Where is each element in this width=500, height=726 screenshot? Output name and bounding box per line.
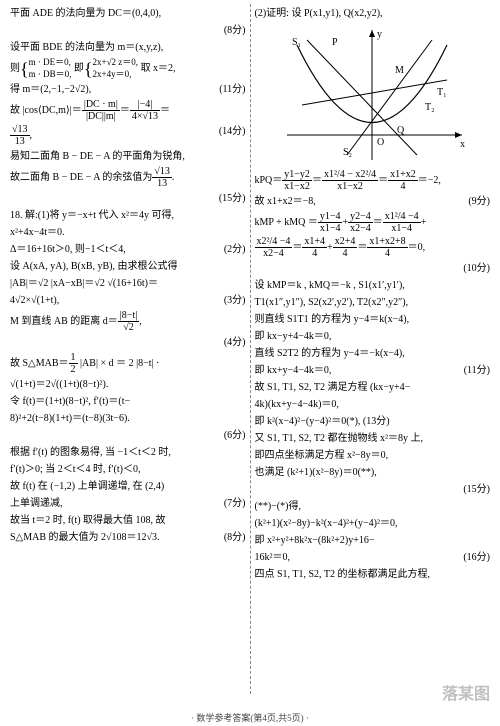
text: 即 k²(x−4)²−(y−4)²＝0(*), (13分) <box>255 414 491 429</box>
text: √(1+t)＝2√((1+t)(8−t)²). <box>10 377 246 392</box>
text: 也满足 (k²+1)(x²−8y)＝0(**), <box>255 465 491 480</box>
text: 易知二面角 B − DE − A 的平面角为锐角, <box>10 149 246 164</box>
score: (6分) <box>10 428 246 443</box>
page-footer: · 数学参考答案(第4页,共5页) · <box>0 711 500 724</box>
watermark: 落某图 <box>442 680 490 704</box>
text: 故 f(t) 在 (−1,2) 上单调递增, 在 (2,4) <box>10 479 246 494</box>
text: 平面 ADE 的法向量为 DC＝(0,4,0), <box>10 6 246 21</box>
text: 直线 S2T2 的方程为 y−4＝−k(x−4), <box>255 346 491 361</box>
text: Δ＝16+16t＞0, 则−1＜t＜4,(2分) <box>10 242 246 257</box>
text: 18. 解:(1)将 y＝−x+t 代入 x²＝4y 可得, <box>10 208 246 223</box>
label-P: P <box>332 37 338 48</box>
text: 即四点坐标满足方程 x²−8y＝0, <box>255 448 491 463</box>
text: (k²+1)(x²−8y)−k²(x−4)²+(y−4)²＝0, <box>255 516 491 531</box>
text: 故当 t＝2 时, f(t) 取得最大值 108, 故 <box>10 513 246 528</box>
text: |AB|＝√2 |xA−xB|＝√2 √(16+16t)＝ <box>10 276 246 291</box>
text: x2²/4 −4x2−4＝x1+44+x2+44＝x1+x2+84＝0, <box>255 236 491 259</box>
text: 4√2×√(1+t),(3分) <box>10 293 246 308</box>
right-column: (2)证明: 设 P(x1,y1), Q(x2,y2), O x y P S₁ … <box>251 4 495 694</box>
label-y: y <box>377 29 382 40</box>
text: 即 x²+y²+8k²x−(8k²+2)y+16− <box>255 533 491 548</box>
text: f′(t)＞0; 当 2＜t＜4 时, f′(t)＜0, <box>10 462 246 477</box>
label-T2: T₂ <box>425 102 435 113</box>
score: (15分) <box>10 191 246 206</box>
text: 设平面 BDE 的法向量为 m＝(x,y,z), <box>10 40 246 55</box>
text: 故 S△MAB＝12 |AB| × d ＝ 2 |8−t| · <box>10 352 246 375</box>
text: M 到直线 AB 的距离 d＝|8−t|√2, <box>10 310 246 333</box>
label-M: M <box>395 65 404 76</box>
label-O: O <box>377 137 384 148</box>
label-Q: Q <box>397 125 405 136</box>
text: 16k²＝0,(16分) <box>255 550 491 565</box>
label-S2: S₂ <box>343 147 352 158</box>
text: kPQ＝y1−y2x1−x2＝x1²/4 − x2²/4x1−x2＝x1+x24… <box>255 169 491 192</box>
text: 又 S1, T1, S2, T2 都在抛物线 x²＝8y 上, <box>255 431 491 446</box>
text: √1313,(14分) <box>10 124 246 147</box>
text: 故二面角 B − DE − A 的余弦值为√1313. <box>10 166 246 189</box>
score: (4分) <box>10 335 246 350</box>
text: 故 S1, T1, S2, T2 满足方程 (kx−y+4− <box>255 380 491 395</box>
text: 即 kx−y+4−4k＝0, <box>255 329 491 344</box>
text: (2)证明: 设 P(x1,y1), Q(x2,y2), <box>255 6 491 21</box>
text: 即 kx+y−4−4k＝0,(11分) <box>255 363 491 378</box>
label-S1: S₁ <box>292 37 301 48</box>
text: T1(x1″,y1″), S2(x2′,y2′), T2(x2″,y2″), <box>255 295 491 310</box>
text: 得 m＝(2,−1,−2√2),(11分) <box>10 82 246 97</box>
text: 则{m · DE＝0,m · DB＝0, 即{2x+√2 z＝0,2x+4y＝0… <box>10 57 246 80</box>
text: 四点 S1, T1, S2, T2 的坐标都满足此方程, <box>255 567 491 582</box>
text: 8)²+2(t−8)(1+t)＝(t−8)(3t−6). <box>10 411 246 426</box>
text: 令 f(t)＝(1+t)(8−t)², f′(t)＝(t− <box>10 394 246 409</box>
text: 根据 f′(t) 的图象易得, 当 −1＜t＜2 时, <box>10 445 246 460</box>
text: 设 kMP＝k , kMQ＝−k , S1(x1′,y1′), <box>255 278 491 293</box>
text: kMP + kMQ ＝y1−4x1−4+y2−4x2−4＝x1²/4 −4x1−… <box>255 211 491 234</box>
score: (10分) <box>255 261 491 276</box>
text: 则直线 S1T1 的方程为 y−4＝k(x−4), <box>255 312 491 327</box>
text: 设 A(xA, yA), B(xB, yB), 由求根公式得 <box>10 259 246 274</box>
parabola-chart: O x y P S₁ M T₁ S₂ T₂ Q <box>277 25 467 165</box>
score: (8分) <box>10 23 246 38</box>
text: 4k)(kx+y−4−4k)＝0, <box>255 397 491 412</box>
text: 上单调递减,(7分) <box>10 496 246 511</box>
text: x²+4x−4t＝0. <box>10 225 246 240</box>
text: 故 x1+x2＝−8,(9分) <box>255 194 491 209</box>
text: 故 |cos⟨DC,m⟩|＝|DC · m||DC||m|＝|−4|4×√13＝ <box>10 99 246 122</box>
label-x: x <box>460 139 465 150</box>
text: S△MAB 的最大值为 2√108＝12√3.(8分) <box>10 530 246 545</box>
text: (**)−(*)得, <box>255 499 491 514</box>
label-T1: T₁ <box>437 87 447 98</box>
left-column: 平面 ADE 的法向量为 DC＝(0,4,0), (8分) 设平面 BDE 的法… <box>6 4 251 694</box>
score: (15分) <box>255 482 491 497</box>
